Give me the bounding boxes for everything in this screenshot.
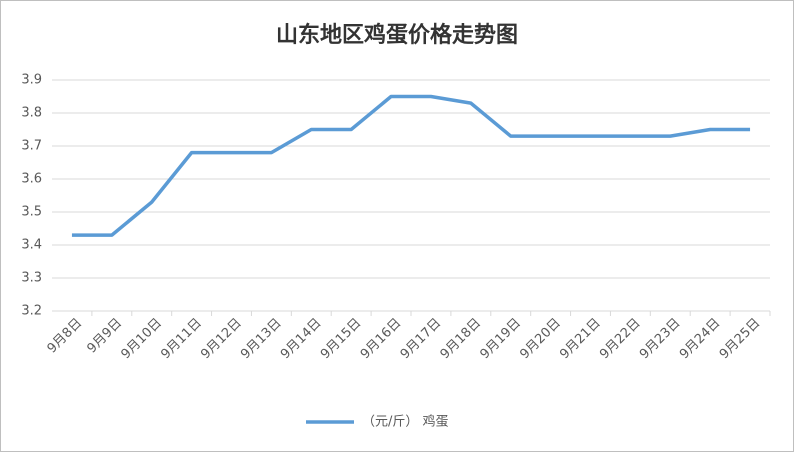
- data-line: [71, 94, 751, 237]
- chart-title: 山东地区鸡蛋价格走势图: [276, 22, 518, 48]
- y-tick-label: 3.5: [21, 205, 42, 220]
- y-tick-label: 3.7: [21, 139, 42, 154]
- y-tick-label: 3.4: [21, 238, 42, 253]
- y-tick-label: 3.9: [21, 73, 42, 88]
- y-tick-label: 3.2: [21, 304, 42, 319]
- y-tick-label: 3.6: [21, 172, 42, 187]
- legend-label: （元/斤） 鸡蛋: [362, 414, 449, 430]
- y-tick-label: 3.8: [21, 106, 42, 121]
- y-tick-label: 3.3: [21, 271, 42, 286]
